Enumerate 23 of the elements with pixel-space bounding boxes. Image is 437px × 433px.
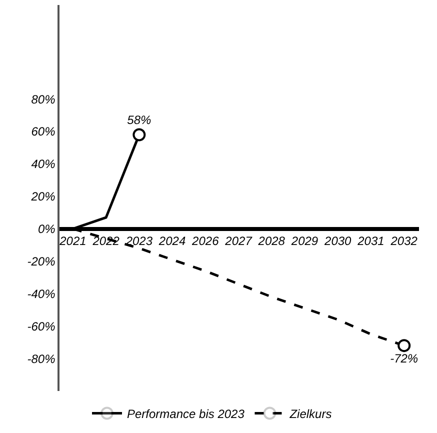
x-tick-label: 2021 — [58, 234, 86, 248]
x-tick-label: 2022 — [92, 234, 120, 248]
y-tick-label: 0% — [38, 222, 56, 236]
legend-label: Performance bis 2023 — [127, 406, 245, 421]
x-tick-label: 2031 — [356, 234, 384, 248]
x-tick-label: 2032 — [390, 234, 418, 248]
x-tick-label: 2029 — [290, 234, 318, 248]
x-tick-label: 2028 — [257, 234, 286, 248]
x-tick-label: 2027 — [224, 234, 254, 248]
y-tick-label: -40% — [27, 286, 56, 301]
x-tick-label: 2030 — [324, 234, 352, 248]
y-tick-label: -60% — [27, 319, 56, 334]
y-tick-label: -80% — [27, 352, 56, 366]
x-tick-label: 2026 — [191, 234, 220, 248]
y-tick-label: 20% — [30, 190, 56, 204]
y-tick-label: 40% — [31, 157, 56, 172]
y-tick-label: 60% — [31, 124, 56, 139]
y-tick-label: 80% — [31, 92, 56, 106]
data-label: -72% — [390, 351, 418, 366]
y-tick-label: -20% — [27, 254, 56, 268]
x-tick-label: 2024 — [158, 234, 186, 248]
data-label: 58% — [127, 112, 152, 127]
legend-label: Zielkurs — [288, 406, 332, 421]
